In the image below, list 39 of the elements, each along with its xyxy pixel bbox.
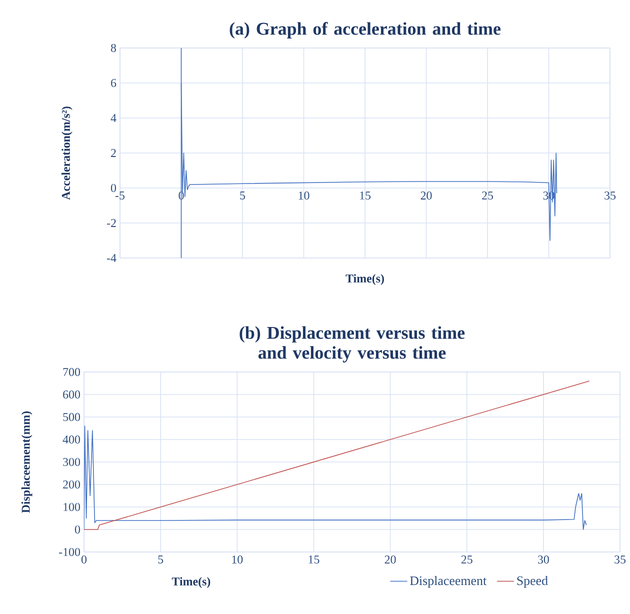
x-tick-label: 0 <box>81 556 87 564</box>
y-tick-label: 400 <box>62 435 80 444</box>
y-tick-label: 6 <box>111 78 116 87</box>
x-tick-label: 10 <box>232 556 243 564</box>
x-tick-label: 25 <box>461 556 472 564</box>
y-axis-title: Displaceement(mm) <box>21 411 32 513</box>
y-tick-label: 0 <box>110 184 116 192</box>
y-tick-label: 500 <box>63 412 80 422</box>
x-tick-label: 20 <box>384 556 396 564</box>
y-tick-label: 300 <box>63 458 80 466</box>
y-tick-label: -100 <box>59 548 80 556</box>
x-axis-title: Time(s) <box>346 274 384 285</box>
y-tick-label: -2 <box>106 219 116 227</box>
y-tick-label: -4 <box>106 254 116 262</box>
y-tick-label: 8 <box>110 44 116 52</box>
legend-label: Displaceement <box>410 576 487 588</box>
y-tick-label: 700 <box>63 368 80 376</box>
x-tick-label: 30 <box>538 556 549 564</box>
x-tick-label: 20 <box>420 192 432 200</box>
y-tick-label: 2 <box>111 149 116 157</box>
legend-label: Speed <box>517 576 548 588</box>
y-axis-title: Acceleration(m/s²) <box>62 106 72 200</box>
x-tick-label: 10 <box>298 192 310 200</box>
x-tick-label: 5 <box>158 556 164 564</box>
x-tick-label: 5 <box>240 192 246 200</box>
y-tick-label: 600 <box>63 390 80 399</box>
x-tick-label: 25 <box>482 192 494 200</box>
x-tick-label: 15 <box>308 556 320 564</box>
x-tick-label: 35 <box>614 556 626 564</box>
chart-title: (b) Displacement versus time and velocity versus time <box>240 326 465 363</box>
x-tick-label: -5 <box>115 192 125 200</box>
chart-title: (a) Graph of acceleration and time <box>230 22 501 38</box>
x-tick-label: 35 <box>604 192 616 200</box>
y-tick-label: 100 <box>64 502 80 512</box>
y-tick-label: 4 <box>110 114 116 122</box>
y-tick-label: 200 <box>63 480 80 489</box>
y-tick-label: 0 <box>74 525 80 534</box>
x-tick-label: 15 <box>360 192 371 200</box>
x-axis-title: Time(s) <box>172 577 210 588</box>
